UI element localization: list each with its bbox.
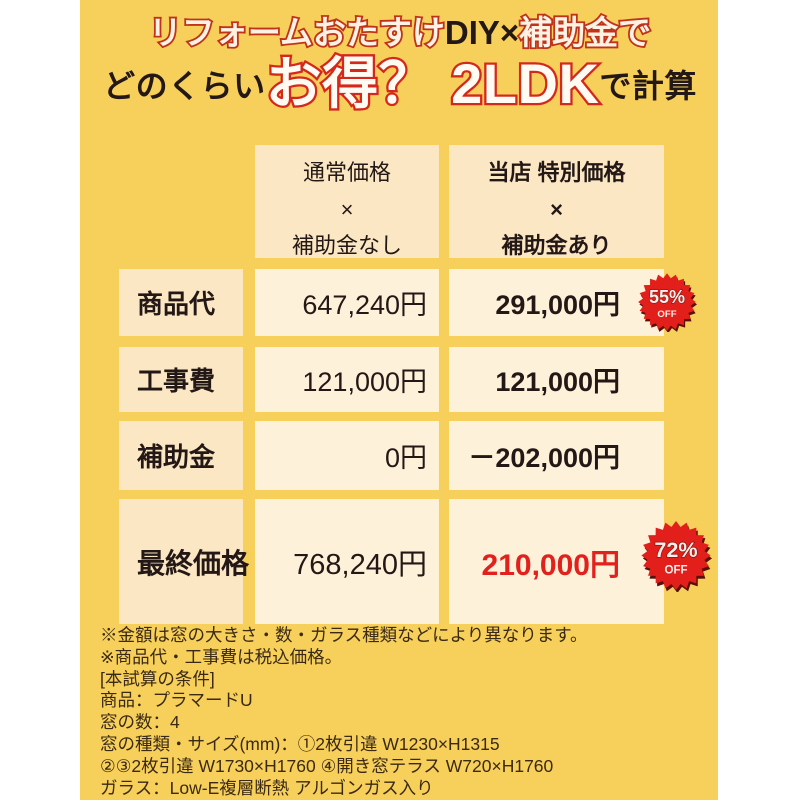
svg-text:OFF: OFF <box>657 309 676 320</box>
svg-text:55%: 55% <box>649 287 685 307</box>
svg-text:72%: 72% <box>654 537 697 562</box>
svg-text:OFF: OFF <box>664 565 687 577</box>
